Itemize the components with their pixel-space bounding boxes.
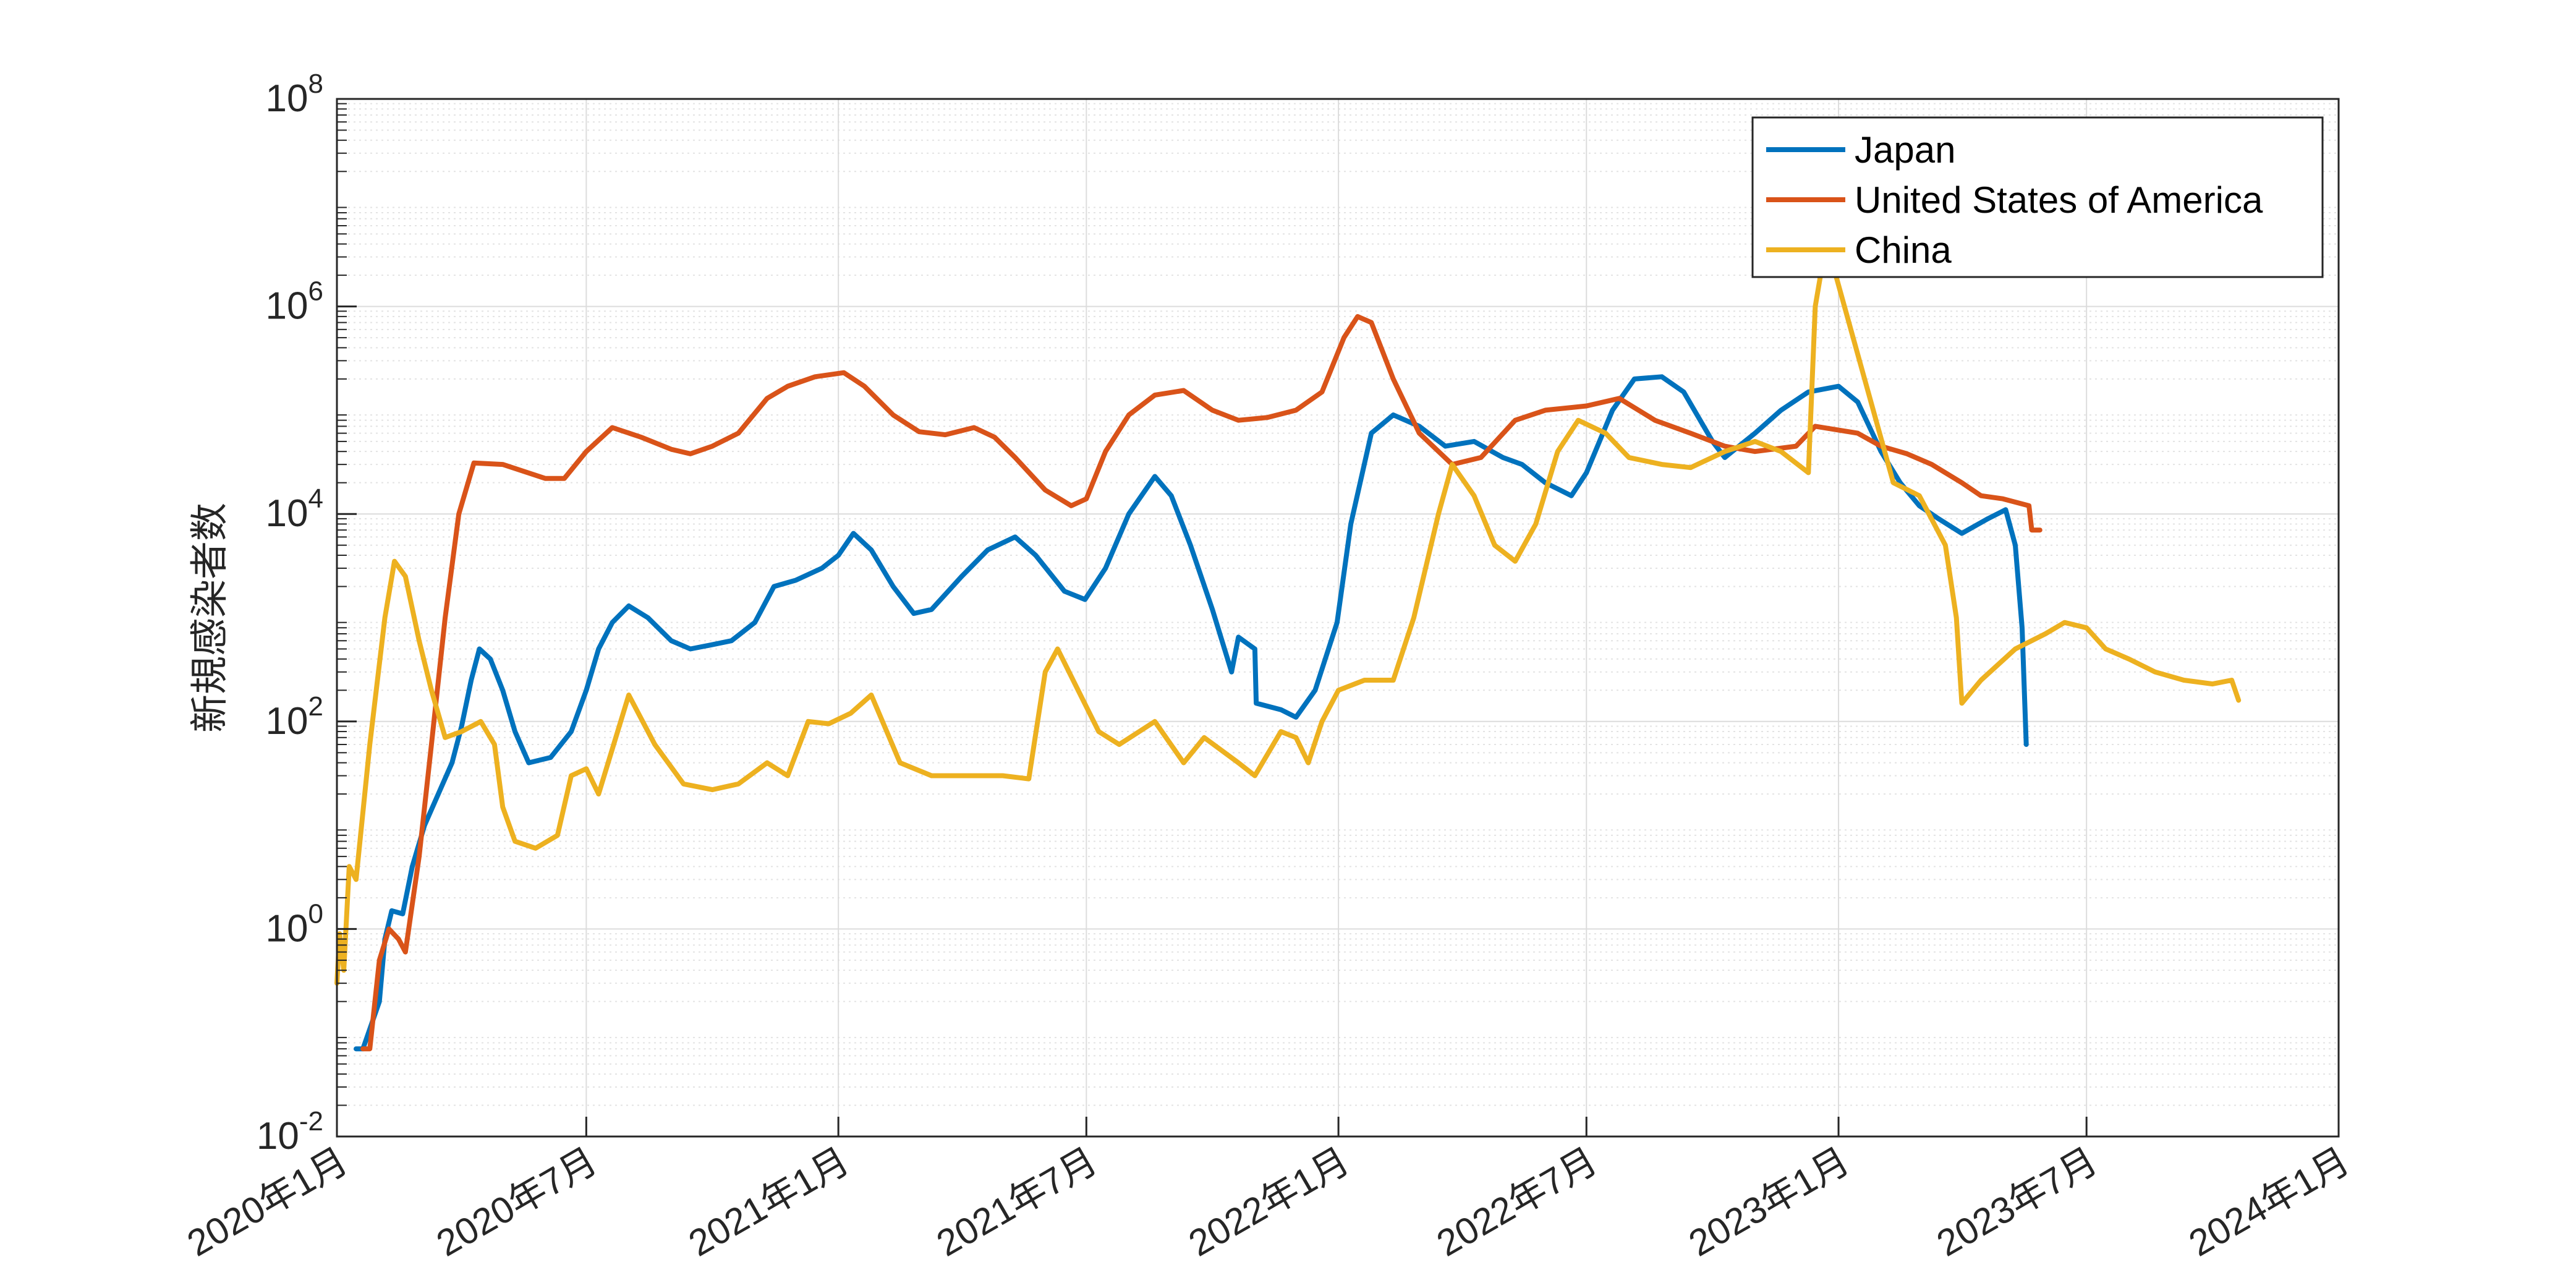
y-tick-label: 104 [266, 484, 323, 535]
series-layer [334, 247, 2242, 1052]
y-tick-label: 108 [266, 69, 323, 120]
y-tick-label: 102 [266, 691, 323, 743]
series-line-china [334, 247, 2242, 986]
y-axis-label: 新規感染者数 [189, 503, 231, 733]
y-tick-label: 106 [266, 276, 323, 328]
y-tick-labels: 10-2 100 102 104 106 108 [257, 69, 323, 1158]
y-tick-label: 10-2 [257, 1106, 323, 1158]
legend: Japan United States of America China [1751, 116, 2324, 278]
legend-box [1751, 116, 2324, 278]
y-tick-label: 100 [266, 898, 323, 950]
legend-label: Japan [1855, 129, 1955, 171]
legend-label: United States of America [1855, 179, 2263, 221]
legend-label: China [1855, 229, 1952, 271]
tick-marks [336, 98, 2340, 1138]
series-line-japan [354, 374, 2029, 1052]
series-line-united-states-of-america [360, 313, 2043, 1052]
